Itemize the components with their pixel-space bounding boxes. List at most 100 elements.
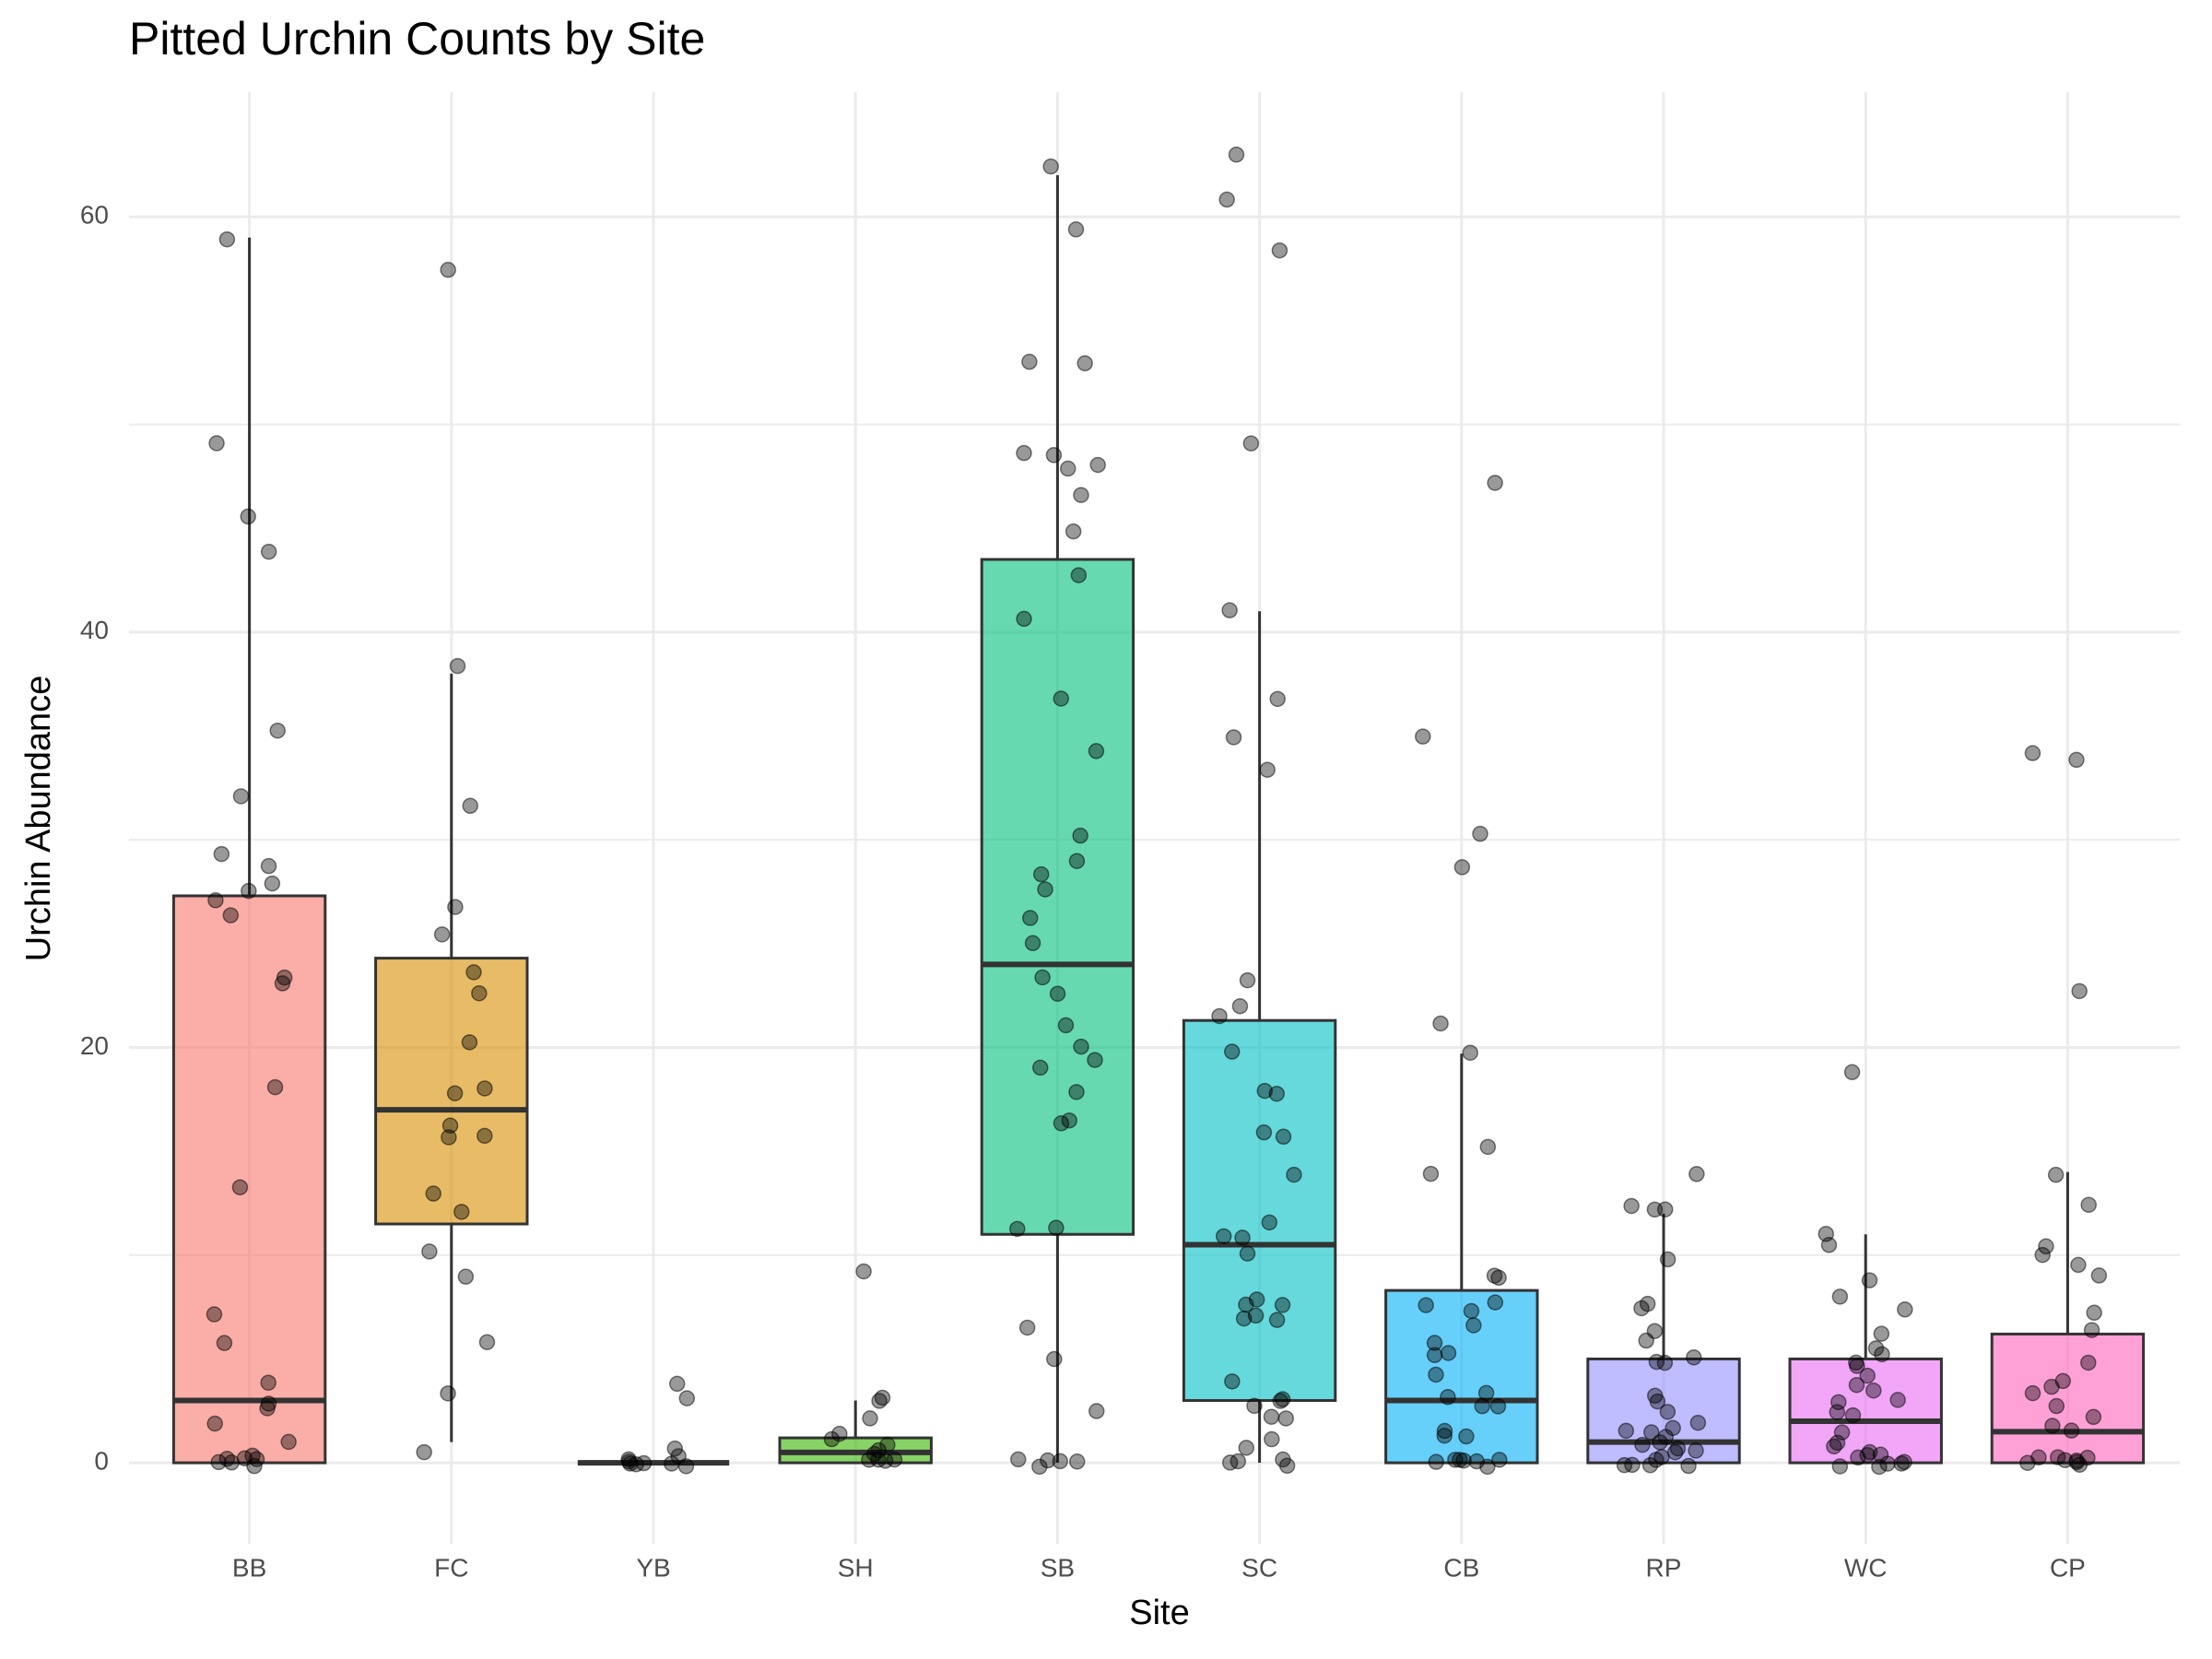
data-point <box>1849 1358 1865 1374</box>
data-point <box>1211 1007 1228 1025</box>
data-point <box>1215 1228 1232 1245</box>
data-point <box>2080 1354 2097 1371</box>
data-point <box>2056 1452 2074 1468</box>
data-point <box>855 1263 872 1280</box>
data-point <box>1046 1350 1063 1368</box>
data-point <box>877 1453 894 1469</box>
data-point <box>1272 1393 1289 1409</box>
data-point <box>1274 1297 1291 1313</box>
data-point <box>1634 1436 1651 1453</box>
data-point <box>1428 1366 1444 1383</box>
data-point <box>1879 1455 1896 1472</box>
data-point <box>232 788 250 805</box>
data-point <box>222 907 240 924</box>
box <box>374 957 529 1226</box>
data-point <box>1053 1115 1070 1132</box>
data-point <box>635 1454 653 1472</box>
data-point <box>207 892 224 909</box>
data-point <box>1269 690 1286 708</box>
data-point <box>1867 1340 1885 1357</box>
x-tick-label: FC <box>434 1553 468 1582</box>
y-tick-label: 60 <box>80 201 109 229</box>
data-point <box>663 1455 680 1472</box>
data-point <box>1048 1219 1065 1236</box>
data-point <box>1231 997 1249 1015</box>
data-point <box>2090 1267 2108 1284</box>
x-tick-label: RP <box>1646 1553 1682 1582</box>
data-point <box>1277 1410 1295 1427</box>
data-point <box>1031 1458 1048 1476</box>
data-point <box>1820 1237 1838 1253</box>
data-point <box>1225 729 1242 746</box>
data-point <box>2086 1304 2102 1322</box>
data-point <box>1830 1394 1847 1411</box>
data-point <box>2024 1384 2041 1402</box>
data-point <box>1646 1201 1664 1218</box>
data-point <box>1861 1272 1878 1288</box>
data-point <box>2038 1238 2054 1255</box>
data-point <box>1432 1015 1449 1032</box>
data-point <box>2044 1418 2061 1434</box>
data-point <box>1633 1300 1650 1317</box>
data-point <box>2024 745 2041 761</box>
data-point <box>1053 690 1069 707</box>
data-point <box>1462 1044 1478 1061</box>
data-point <box>453 1204 470 1220</box>
data-point <box>441 1117 459 1134</box>
data-point <box>433 926 451 943</box>
data-point <box>1648 1353 1665 1371</box>
y-axis-title: Urchin Abundance <box>19 676 58 962</box>
data-point <box>1653 1449 1670 1465</box>
data-point <box>1223 1043 1241 1060</box>
data-point <box>478 1334 496 1350</box>
data-point <box>269 722 286 739</box>
data-point <box>2063 1422 2080 1439</box>
data-point <box>1436 1422 1453 1440</box>
data-point <box>1463 1302 1480 1320</box>
data-point <box>1242 435 1260 452</box>
data-point <box>1452 1452 1468 1468</box>
data-point <box>677 1458 695 1475</box>
data-point <box>1073 487 1089 503</box>
data-point <box>260 1374 276 1391</box>
data-point <box>1415 728 1431 745</box>
data-point <box>1246 1397 1263 1415</box>
data-point <box>1649 1393 1666 1410</box>
data-point <box>1040 1452 1056 1469</box>
x-tick-label: WC <box>1844 1553 1888 1582</box>
x-tick-label: BB <box>232 1553 266 1582</box>
data-point <box>1068 1084 1085 1100</box>
data-point <box>1032 865 1050 883</box>
data-point <box>1440 1345 1457 1361</box>
data-point <box>1024 935 1041 952</box>
y-tick-label: 20 <box>80 1031 109 1060</box>
data-point <box>1659 1404 1677 1420</box>
data-point <box>2085 1408 2102 1426</box>
data-point <box>1247 1307 1265 1324</box>
data-point <box>477 1127 493 1145</box>
data-point <box>260 857 277 875</box>
y-tick-label: 0 <box>94 1447 109 1476</box>
data-point <box>1275 1128 1292 1146</box>
data-point <box>1087 1052 1103 1068</box>
data-point <box>1045 447 1063 464</box>
data-point <box>1239 1245 1256 1262</box>
data-point <box>461 1034 478 1051</box>
box <box>1990 1332 2146 1465</box>
data-point <box>666 1440 684 1457</box>
data-point <box>1688 1442 1704 1459</box>
data-point <box>1859 1367 1876 1384</box>
data-point <box>1889 1392 1906 1408</box>
x-axis-title: Site <box>1129 1594 1189 1632</box>
data-point <box>1686 1349 1702 1366</box>
data-point <box>1826 1438 1842 1455</box>
data-point <box>1239 971 1256 989</box>
data-point <box>1871 1458 1888 1476</box>
data-point <box>1447 1452 1464 1468</box>
data-point <box>1016 444 1032 462</box>
data-point <box>1487 1294 1504 1311</box>
data-point <box>1829 1404 1846 1420</box>
data-point <box>1873 1325 1890 1342</box>
data-point <box>264 875 281 892</box>
